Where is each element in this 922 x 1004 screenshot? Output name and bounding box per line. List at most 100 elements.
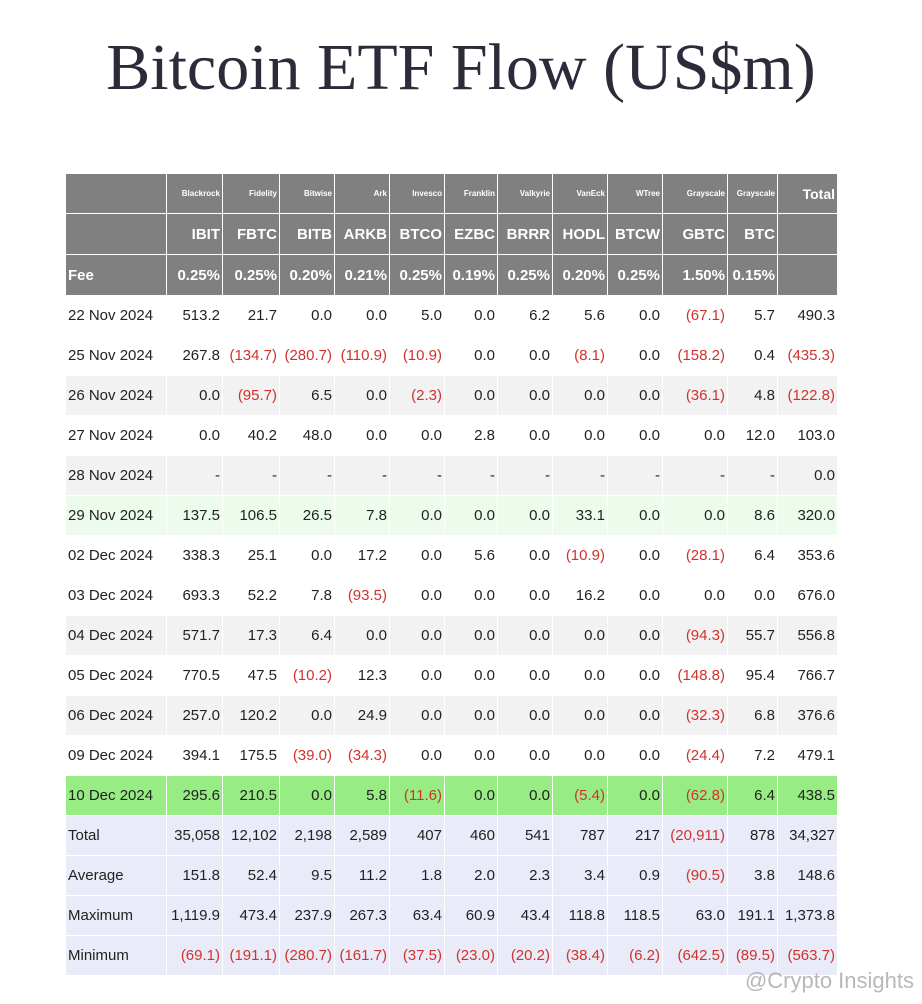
cell: (134.7): [222, 335, 280, 376]
cell: 490.3: [777, 295, 838, 336]
cell: Minimum: [65, 935, 167, 976]
cell: 0.0: [607, 415, 663, 456]
cell: 0.0: [334, 415, 390, 456]
cell: (10.2): [279, 655, 335, 696]
cell: (10.9): [389, 335, 445, 376]
cell: 0.25%: [607, 254, 663, 296]
cell: -: [662, 455, 728, 496]
cell: (34.3): [334, 735, 390, 776]
cell: 6.8: [727, 695, 778, 736]
cell: 0.0: [607, 695, 663, 736]
cell: (38.4): [552, 935, 608, 976]
cell: 60.9: [444, 895, 498, 936]
cell: 5.0: [389, 295, 445, 336]
cell: 0.0: [552, 695, 608, 736]
cell: 22 Nov 2024: [65, 295, 167, 336]
cell: 0.0: [444, 695, 498, 736]
cell: 0.0: [389, 575, 445, 616]
cell: 0.0: [444, 775, 498, 816]
cell: 5.6: [552, 295, 608, 336]
cell: 0.0: [279, 535, 335, 576]
cell: 0.0: [389, 615, 445, 656]
cell: 35,058: [166, 815, 223, 856]
cell: 320.0: [777, 495, 838, 536]
cell: 17.3: [222, 615, 280, 656]
cell: 0.4: [727, 335, 778, 376]
cell: 295.6: [166, 775, 223, 816]
cell: 0.0: [444, 495, 498, 536]
data-row: 04 Dec 2024 571.7 17.3 6.4 0.0 0.0 0.0 0.0 0.0 0.…: [65, 615, 838, 656]
cell: FBTC: [222, 213, 280, 255]
cell: 1,373.8: [777, 895, 838, 936]
cell: BTCO: [389, 213, 445, 255]
cell: (191.1): [222, 935, 280, 976]
cell: 0.0: [662, 575, 728, 616]
cell: 0.0: [389, 535, 445, 576]
cell: 52.4: [222, 855, 280, 896]
cell: 12,102: [222, 815, 280, 856]
cell: (62.8): [662, 775, 728, 816]
cell: 0.0: [444, 655, 498, 696]
cell: 0.0: [607, 295, 663, 336]
cell: 0.0: [389, 415, 445, 456]
cell: 21.7: [222, 295, 280, 336]
cell: (20,911): [662, 815, 728, 856]
cell: 338.3: [166, 535, 223, 576]
cell: 0.0: [607, 775, 663, 816]
issuer-row: Blackrock Fidelity Bitwise Ark Invesco Frankl…: [65, 173, 838, 214]
cell: (67.1): [662, 295, 728, 336]
cell: 267.8: [166, 335, 223, 376]
cell: 151.8: [166, 855, 223, 896]
cell: 33.1: [552, 495, 608, 536]
cell: 137.5: [166, 495, 223, 536]
cell: 48.0: [279, 415, 335, 456]
cell: 267.3: [334, 895, 390, 936]
cell: Invesco: [389, 173, 445, 214]
cell: 766.7: [777, 655, 838, 696]
ticker-row: IBIT FBTC BITB ARKB BTCO EZBC BRRR HODL BTCW GBTC…: [65, 213, 838, 255]
cell: Bitwise: [279, 173, 335, 214]
cell: (8.1): [552, 335, 608, 376]
cell: 05 Dec 2024: [65, 655, 167, 696]
cell: (280.7): [279, 935, 335, 976]
cell: 0.0: [497, 535, 553, 576]
cell: 47.5: [222, 655, 280, 696]
cell: 27 Nov 2024: [65, 415, 167, 456]
cell: 394.1: [166, 735, 223, 776]
cell: 0.0: [607, 495, 663, 536]
cell: -: [497, 455, 553, 496]
cell: -: [607, 455, 663, 496]
cell: 0.0: [497, 775, 553, 816]
cell: 0.0: [497, 335, 553, 376]
cell: 0.0: [497, 575, 553, 616]
cell: (563.7): [777, 935, 838, 976]
cell: [777, 254, 838, 296]
cell: 787: [552, 815, 608, 856]
data-row: 25 Nov 2024 267.8 (134.7) (280.7) (110.9) (10…: [65, 335, 838, 376]
cell: 40.2: [222, 415, 280, 456]
cell: 55.7: [727, 615, 778, 656]
cell: (161.7): [334, 935, 390, 976]
cell: 0.0: [552, 735, 608, 776]
cell: 06 Dec 2024: [65, 695, 167, 736]
cell: (28.1): [662, 535, 728, 576]
cell: 103.0: [777, 415, 838, 456]
title: Bitcoin ETF Flow (US$m): [106, 31, 816, 104]
cell: 0.0: [334, 615, 390, 656]
cell: -: [552, 455, 608, 496]
cell: BTC: [727, 213, 778, 255]
cell: 5.6: [444, 535, 498, 576]
cell: 0.0: [607, 735, 663, 776]
cell: 0.0: [279, 695, 335, 736]
cell: (23.0): [444, 935, 498, 976]
cell: 6.5: [279, 375, 335, 416]
cell: (95.7): [222, 375, 280, 416]
cell: Grayscale: [662, 173, 728, 214]
cell: 2.0: [444, 855, 498, 896]
cell: (110.9): [334, 335, 390, 376]
cell: 0.0: [607, 615, 663, 656]
cell: 2,589: [334, 815, 390, 856]
cell: 1,119.9: [166, 895, 223, 936]
cell: 541: [497, 815, 553, 856]
cell: 1.50%: [662, 254, 728, 296]
